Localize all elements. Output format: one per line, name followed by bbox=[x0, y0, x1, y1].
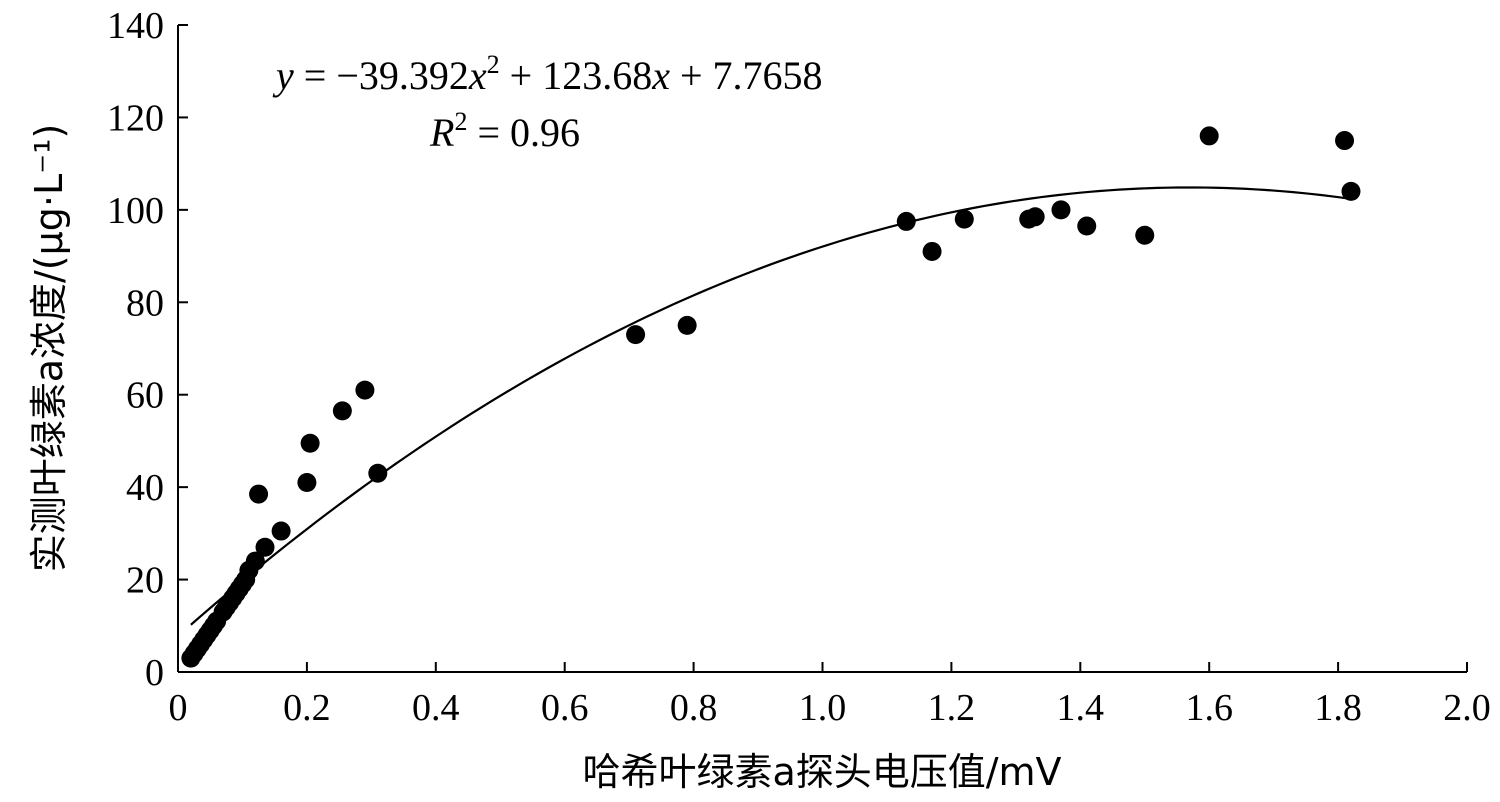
data-point bbox=[896, 211, 916, 231]
x-ticks: 0 0.2 0.4 0.6 0.8 1.0 1.2 1.4 1.6 1.8 2.0 bbox=[169, 662, 1491, 729]
x-tick-label: 1.6 bbox=[1185, 687, 1233, 729]
equation-y: y bbox=[272, 53, 294, 98]
r-squared-label: R2 = 0.96 bbox=[429, 107, 580, 155]
equation-exponent: 2 bbox=[487, 50, 500, 79]
r-squared-value: = 0.96 bbox=[467, 110, 580, 155]
equation-part-1: = −39.392 bbox=[294, 53, 469, 98]
x-tick-label: 0.6 bbox=[541, 687, 589, 729]
y-axis-title: 实测叶绿素a浓度/(μg·L⁻¹) bbox=[27, 124, 71, 573]
data-point bbox=[922, 241, 942, 261]
equation-label: y = −39.392x2 + 123.68x + 7.7658 bbox=[272, 50, 823, 98]
equation-x-1: x bbox=[468, 53, 487, 98]
data-point bbox=[245, 551, 265, 571]
x-tick-label: 1.2 bbox=[928, 687, 976, 729]
y-tick-label: 100 bbox=[107, 190, 164, 232]
data-point bbox=[297, 473, 317, 493]
x-tick-label: 0.4 bbox=[412, 687, 460, 729]
r-squared-exponent: 2 bbox=[454, 107, 467, 136]
equation-part-2: + 123.68 bbox=[500, 53, 653, 98]
x-tick-label: 1.0 bbox=[799, 687, 847, 729]
data-point bbox=[1135, 225, 1155, 245]
y-tick-label: 40 bbox=[126, 467, 164, 509]
data-point bbox=[1199, 126, 1219, 146]
y-tick-label: 140 bbox=[107, 5, 164, 47]
x-tick-label: 1.8 bbox=[1314, 687, 1362, 729]
y-tick-label: 60 bbox=[126, 375, 164, 417]
equation-part-3: + 7.7658 bbox=[670, 53, 823, 98]
x-tick-label: 0.2 bbox=[283, 687, 331, 729]
data-point bbox=[271, 521, 291, 541]
y-tick-label: 20 bbox=[126, 560, 164, 602]
data-point bbox=[300, 433, 320, 453]
y-tick-label: 80 bbox=[126, 282, 164, 324]
data-points bbox=[181, 126, 1361, 668]
data-point bbox=[1025, 207, 1045, 227]
x-tick-label: 0.8 bbox=[670, 687, 718, 729]
axes bbox=[177, 25, 1467, 673]
data-point bbox=[954, 209, 974, 229]
y-ticks: 0 20 40 60 80 100 120 140 bbox=[107, 5, 188, 694]
x-tick-label: 2.0 bbox=[1443, 687, 1491, 729]
data-point bbox=[626, 325, 646, 345]
x-tick-label: 1.4 bbox=[1057, 687, 1105, 729]
data-point bbox=[332, 401, 352, 421]
equation-x-2: x bbox=[651, 53, 670, 98]
y-tick-label: 0 bbox=[145, 652, 164, 694]
data-point bbox=[249, 484, 269, 504]
data-point bbox=[355, 380, 375, 400]
data-point bbox=[1077, 216, 1097, 236]
data-point bbox=[1341, 181, 1361, 201]
data-point bbox=[1051, 200, 1071, 220]
x-tick-label: 0 bbox=[169, 687, 188, 729]
r-squared-r: R bbox=[429, 110, 454, 155]
y-tick-label: 120 bbox=[107, 97, 164, 139]
data-point bbox=[255, 537, 275, 557]
x-axis-title: 哈希叶绿素a探头电压值/mV bbox=[582, 750, 1061, 794]
fit-curve bbox=[190, 186, 1352, 626]
data-point bbox=[677, 315, 697, 335]
data-point bbox=[368, 463, 388, 483]
data-point bbox=[1335, 131, 1355, 151]
